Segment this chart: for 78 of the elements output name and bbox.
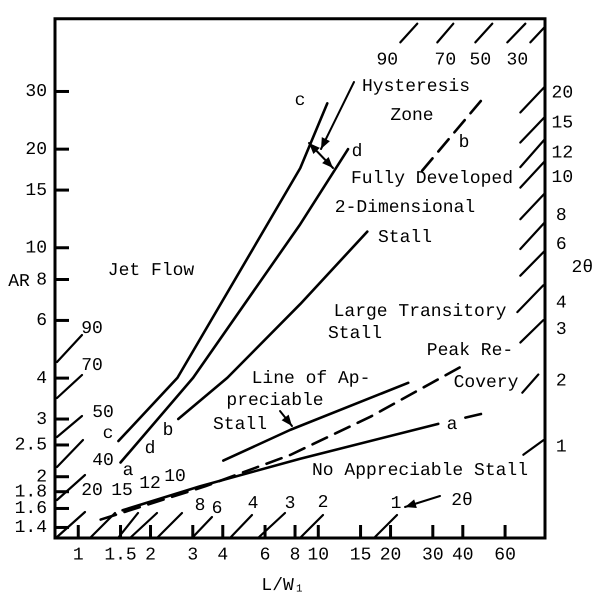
annotation: 2-Dimensional bbox=[334, 198, 476, 218]
x-tick-label: 60 bbox=[494, 546, 516, 566]
text: 20 bbox=[552, 84, 574, 104]
text: 15 bbox=[552, 114, 574, 134]
annotation: a bbox=[122, 460, 134, 481]
annotation: Stall bbox=[328, 324, 382, 344]
x-tick-label: 6 bbox=[260, 546, 270, 566]
y-tick-label: 2.5 bbox=[14, 436, 47, 456]
annotation: 40 bbox=[92, 450, 114, 471]
annotation: 1 bbox=[390, 494, 402, 514]
annotation: Fully Developed bbox=[350, 168, 514, 189]
annotation: 50 bbox=[470, 50, 492, 70]
x-tick-label: 1.5 bbox=[104, 546, 137, 566]
annotation: Jet Flow bbox=[108, 260, 194, 281]
annotation: Stall bbox=[212, 414, 268, 435]
text: 2 bbox=[556, 371, 567, 392]
annotation: 12 bbox=[139, 474, 161, 494]
y-tick-label: 4 bbox=[36, 368, 47, 389]
annotation: Hysteresis bbox=[362, 76, 470, 97]
y-tick-label: 20 bbox=[25, 140, 47, 160]
x-tick-label: 2 bbox=[145, 546, 156, 566]
annotation: 10 bbox=[164, 466, 186, 487]
annotation: b bbox=[458, 132, 470, 153]
y-tick-label: 1.6 bbox=[14, 499, 47, 520]
text: 10 bbox=[552, 168, 574, 188]
x-tick-label: 20 bbox=[380, 546, 402, 566]
y-tick-label: 8 bbox=[36, 270, 47, 290]
annotation: 6 bbox=[212, 498, 222, 519]
annotation: Peak Re- bbox=[426, 340, 514, 361]
y-tick-label: 30 bbox=[25, 82, 47, 102]
x-tick-label: 3 bbox=[187, 546, 198, 566]
annotation: preciable bbox=[226, 390, 324, 411]
annotation: 30 bbox=[506, 50, 528, 70]
annotation: b bbox=[162, 420, 174, 441]
x-tick-label: 4 bbox=[217, 546, 228, 566]
annotation: 15 bbox=[111, 480, 133, 501]
text: 1 bbox=[556, 438, 567, 458]
annotation: 70 bbox=[434, 50, 456, 70]
annotation: 3 bbox=[284, 494, 296, 514]
x-tick-label: 8 bbox=[290, 546, 300, 566]
text: 3 bbox=[556, 320, 567, 340]
annotation: 90 bbox=[81, 318, 103, 339]
text: 12 bbox=[552, 144, 574, 164]
text: 6 bbox=[556, 234, 567, 255]
annotation: c bbox=[294, 90, 306, 111]
text: 2θ bbox=[572, 258, 594, 278]
x-tick-label: 30 bbox=[422, 546, 444, 566]
annotation: 2θ bbox=[451, 490, 473, 511]
annotation: 2 bbox=[318, 492, 328, 513]
y-tick-label: 3 bbox=[36, 410, 47, 430]
x-tick-label: 1 bbox=[72, 546, 84, 566]
annotation: 90 bbox=[376, 50, 398, 70]
annotation: d bbox=[144, 438, 156, 459]
annotation: Covery bbox=[454, 372, 519, 393]
annotation: No Appreciable Stall bbox=[312, 460, 528, 481]
annotation: 20 bbox=[81, 480, 103, 501]
x-tick-label: 15 bbox=[350, 546, 372, 566]
y-tick-label: 15 bbox=[25, 180, 47, 201]
annotation: c bbox=[102, 424, 114, 444]
annotation: Zone bbox=[390, 106, 434, 126]
x-tick-label: 40 bbox=[452, 546, 474, 566]
annotation: 8 bbox=[194, 496, 206, 516]
annotation: Large Transitory bbox=[334, 302, 507, 322]
text: 8 bbox=[556, 206, 567, 226]
annotation: Stall bbox=[378, 228, 432, 248]
annotation: d bbox=[352, 142, 362, 162]
annotation: 4 bbox=[248, 494, 258, 514]
annotation: 70 bbox=[81, 356, 103, 376]
annotation: 50 bbox=[92, 402, 114, 423]
x-axis-title: L/W₁ bbox=[261, 576, 305, 596]
annotation: Line of Ap- bbox=[252, 368, 370, 389]
y-tick-label: 1.4 bbox=[14, 518, 47, 538]
y-tick-label: 10 bbox=[25, 238, 47, 259]
x-tick-label: 10 bbox=[307, 546, 330, 566]
y-tick-label: 6 bbox=[36, 311, 47, 332]
annotation: a bbox=[446, 414, 458, 435]
text: 4 bbox=[556, 294, 567, 314]
y-axis-title: AR bbox=[8, 272, 30, 292]
